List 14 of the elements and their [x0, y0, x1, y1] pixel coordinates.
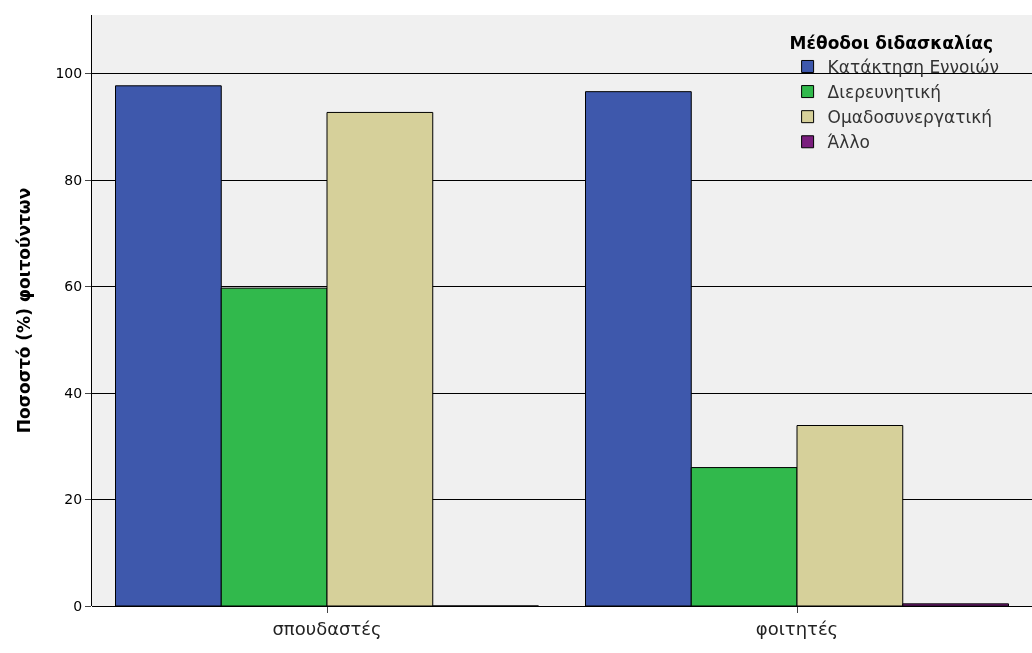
- legend-label: Ομαδοσυνεργατική: [827, 107, 992, 128]
- legend-label: Κατάκτηση Εννοιών: [827, 57, 1000, 78]
- y-tick-label: 100: [55, 65, 83, 82]
- legend-title: Μέθοδοι διδασκαλίας: [789, 32, 994, 53]
- y-tick-label: 0: [73, 597, 83, 614]
- y-tick-label: 60: [64, 278, 83, 295]
- y-tick-label: 20: [64, 491, 83, 508]
- y-tick-label: 80: [64, 171, 83, 188]
- y-tick-label: 40: [64, 384, 83, 401]
- x-tick-label: φοιτητές: [755, 617, 839, 639]
- x-tick-label: σπουδαστές: [272, 617, 382, 639]
- y-axis-title: Ποσοστό (%) φοιτούντων: [14, 187, 35, 434]
- legend-label: Διερευνητική: [827, 82, 942, 103]
- legend-label: Άλλο: [827, 132, 870, 153]
